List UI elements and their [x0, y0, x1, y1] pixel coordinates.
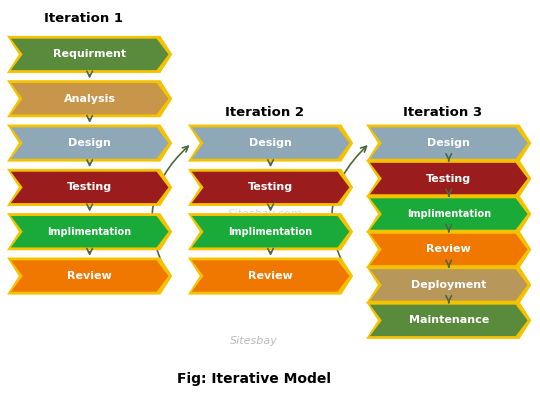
Text: Requirment: Requirment [53, 50, 126, 59]
Polygon shape [11, 216, 168, 247]
Polygon shape [366, 195, 531, 233]
Polygon shape [192, 216, 349, 247]
Text: Fig: Iterative Model: Fig: Iterative Model [177, 372, 331, 386]
Text: Iteration 3: Iteration 3 [403, 106, 482, 119]
Polygon shape [366, 266, 531, 303]
Text: Iteration 2: Iteration 2 [225, 106, 304, 119]
Polygon shape [7, 169, 172, 206]
Polygon shape [370, 269, 528, 301]
Polygon shape [11, 83, 168, 114]
Text: Testing: Testing [426, 174, 471, 183]
Text: Deployment: Deployment [411, 280, 487, 290]
Polygon shape [7, 258, 172, 295]
Text: Review: Review [68, 271, 112, 281]
Text: Design: Design [427, 138, 470, 148]
Polygon shape [11, 260, 168, 292]
Polygon shape [188, 125, 353, 162]
Text: Implimentation: Implimentation [228, 227, 313, 237]
Text: Sitesbay.com: Sitesbay.com [227, 209, 302, 218]
Polygon shape [366, 231, 531, 268]
Text: Design: Design [68, 138, 111, 148]
Text: Implimentation: Implimentation [407, 209, 491, 219]
Text: Iteration 1: Iteration 1 [44, 12, 123, 25]
Polygon shape [7, 36, 172, 73]
Polygon shape [370, 234, 528, 265]
Polygon shape [370, 127, 528, 159]
Polygon shape [366, 160, 531, 197]
Polygon shape [366, 125, 531, 162]
Text: Testing: Testing [67, 183, 112, 192]
Text: Review: Review [248, 271, 293, 281]
Polygon shape [7, 213, 172, 250]
Text: Sitesbay: Sitesbay [230, 336, 278, 345]
Polygon shape [192, 172, 349, 203]
Text: Analysis: Analysis [64, 94, 116, 104]
Polygon shape [11, 39, 168, 70]
Polygon shape [192, 127, 349, 159]
Polygon shape [188, 258, 353, 295]
Text: Maintenance: Maintenance [409, 316, 489, 325]
Polygon shape [370, 163, 528, 194]
Polygon shape [370, 305, 528, 336]
Text: Design: Design [249, 138, 292, 148]
Polygon shape [188, 213, 353, 250]
Polygon shape [11, 172, 168, 203]
Polygon shape [370, 198, 528, 230]
Text: Implimentation: Implimentation [48, 227, 132, 237]
Text: Testing: Testing [248, 183, 293, 192]
Polygon shape [7, 125, 172, 162]
Polygon shape [11, 127, 168, 159]
Polygon shape [366, 302, 531, 339]
Polygon shape [7, 80, 172, 117]
Polygon shape [188, 169, 353, 206]
Text: Review: Review [427, 245, 471, 254]
Polygon shape [192, 260, 349, 292]
